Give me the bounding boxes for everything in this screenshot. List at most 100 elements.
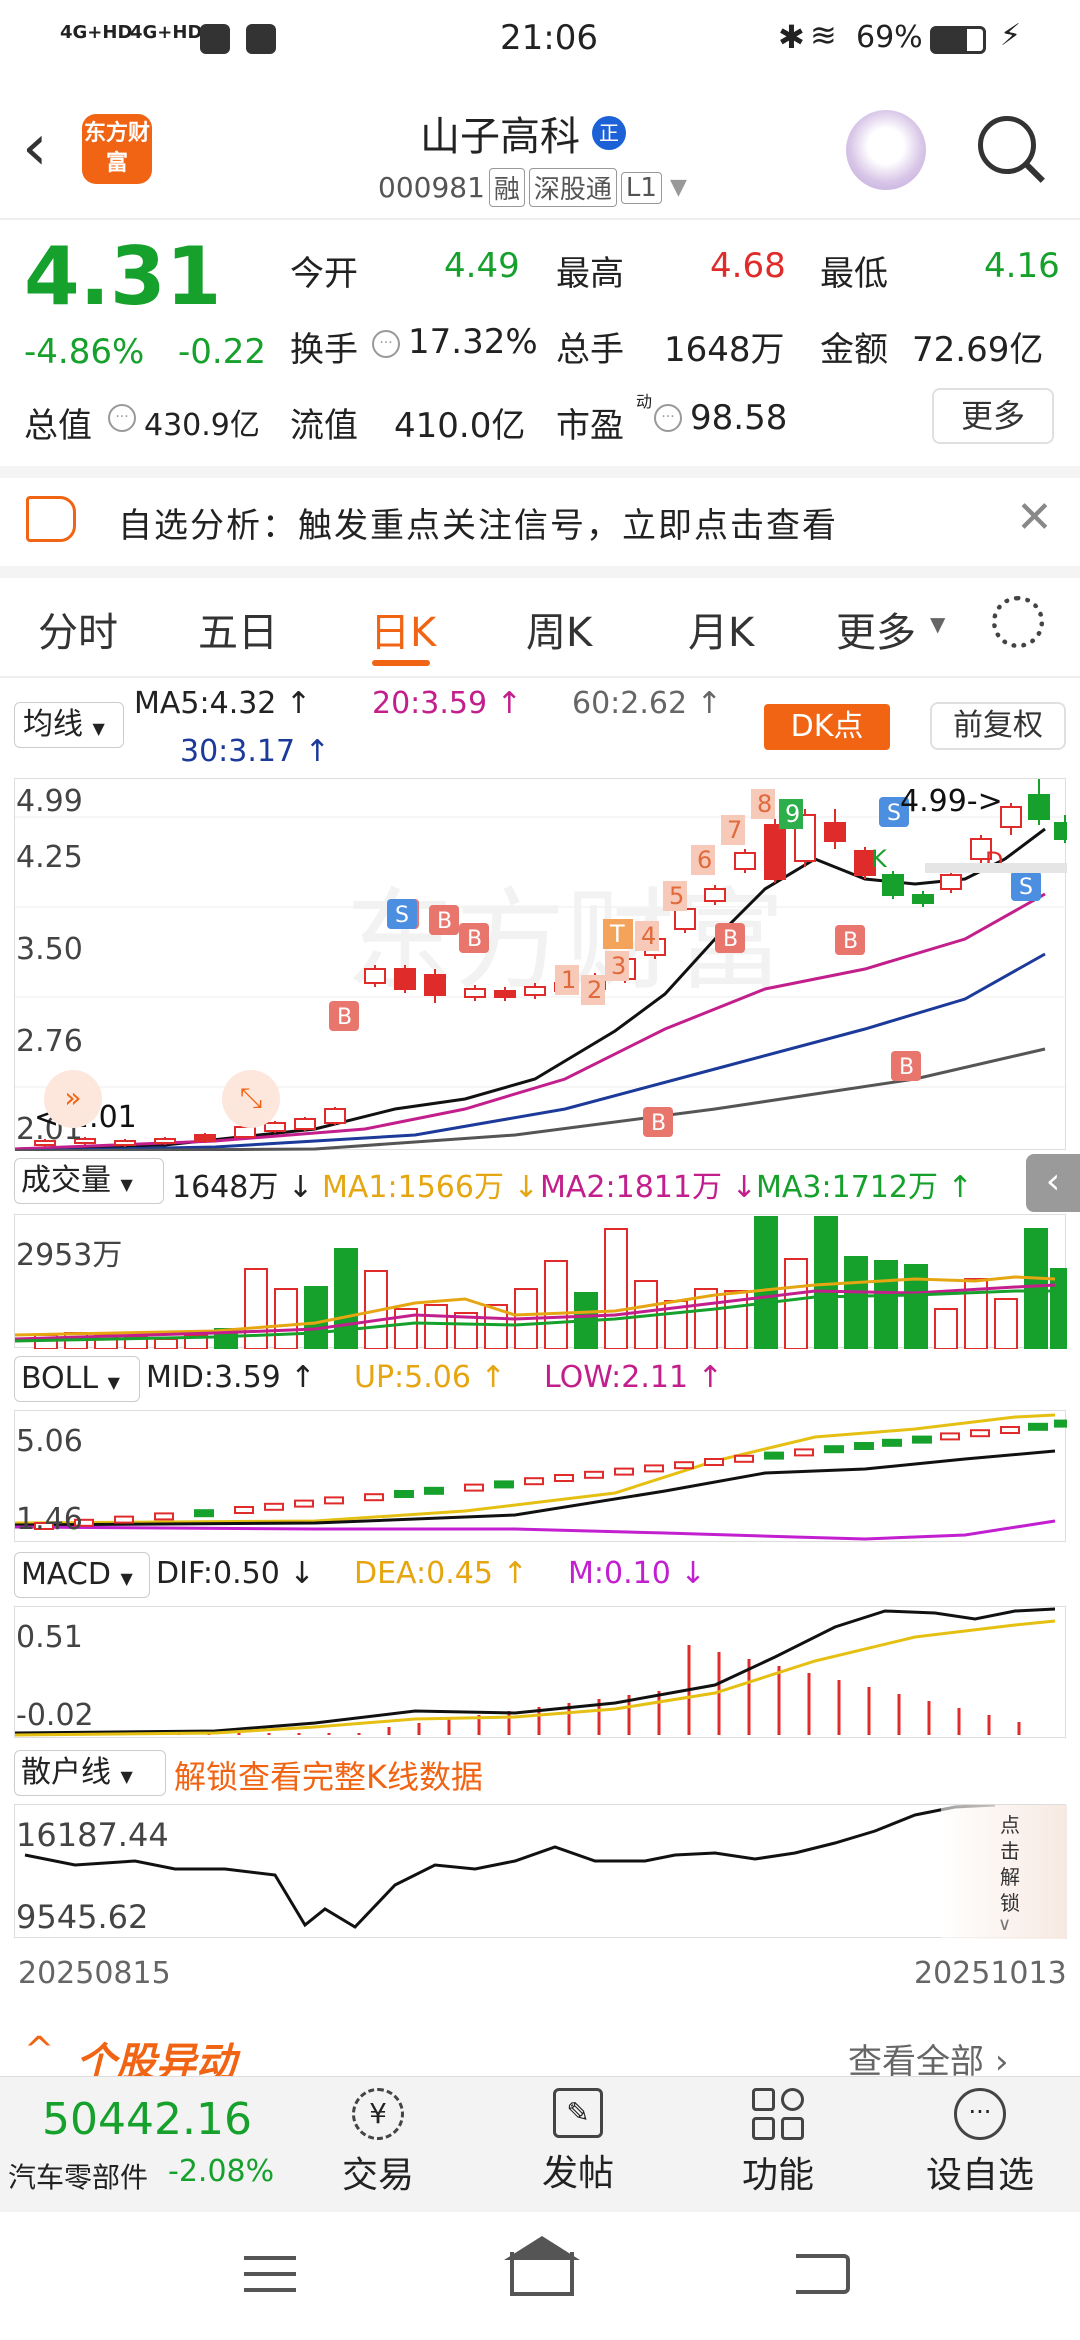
boll-candle [854, 1442, 874, 1450]
buy-marker [715, 923, 745, 953]
retail-unlock-link[interactable]: 解锁查看完整K线数据 [174, 1758, 483, 1796]
retail-chart[interactable] [14, 1803, 1067, 1939]
macd-svg [14, 1607, 1056, 1737]
double-arrow-icon[interactable]: » [44, 1070, 102, 1128]
sell-marker [879, 797, 909, 827]
view-all-link[interactable]: 查看全部 › [848, 2034, 1008, 2083]
close-icon[interactable]: ✕ [1016, 492, 1053, 543]
notice-text[interactable]: 自选分析：触发重点关注信号，立即点击查看 [118, 506, 838, 546]
boll-candle [394, 1490, 414, 1498]
boll-y-bottom: 1.46 [16, 1502, 83, 1537]
candle [294, 1118, 316, 1130]
retail-side-unlock-text[interactable]: 点击解锁 [1000, 1813, 1020, 1915]
candle [854, 850, 876, 876]
tab-more[interactable]: 更多 [836, 610, 916, 656]
candle [1028, 794, 1050, 820]
index-value[interactable]: 50442.16 [42, 2094, 252, 2145]
macd-y-top: 0.51 [16, 1620, 83, 1655]
volume-bar [994, 1298, 1018, 1350]
retail-y-top: 16187.44 [16, 1816, 169, 1854]
svg-text:S: S [1019, 875, 1033, 900]
volume-chart[interactable] [14, 1214, 1074, 1350]
watchlist-button[interactable]: ··· 设自选 [910, 2088, 1050, 2198]
open-label: 今开 [290, 254, 358, 294]
info-icon[interactable]: ··· [108, 404, 136, 432]
adjust-button[interactable]: 前复权 [930, 702, 1066, 750]
boll-candle [324, 1496, 344, 1505]
volume-bar [784, 1258, 808, 1350]
retail-svg [24, 1803, 996, 1929]
volume-bar [154, 1338, 178, 1350]
boll-candle [1054, 1419, 1074, 1428]
gear-icon[interactable] [992, 596, 1044, 648]
buy-marker [643, 1107, 673, 1137]
trade-label: 交易 [341, 2155, 414, 2196]
network-indicator-2: 4G+HD [130, 22, 203, 43]
boll-candle [34, 1522, 54, 1530]
dropdown-icon: ▼ [930, 612, 946, 636]
search-icon[interactable] [978, 116, 1036, 174]
tab-intraday[interactable]: 分时 [38, 610, 118, 656]
app-logo[interactable]: 东方财富 [82, 114, 152, 184]
collapse-panel-icon[interactable]: ‹ [1026, 1154, 1080, 1212]
boll-chart[interactable] [14, 1410, 1074, 1542]
stock-name: 山子高科 [420, 114, 580, 160]
dropdown-icon[interactable]: ▼ [669, 175, 687, 200]
boll-candle [912, 1435, 932, 1444]
low-label: 最低 [820, 254, 888, 294]
retail-y-bottom: 9545.62 [16, 1898, 149, 1936]
trade-button[interactable]: ¥ 交易 [328, 2088, 428, 2198]
retail-side-unlock[interactable] [941, 1805, 1067, 1939]
tab-weekly-k[interactable]: 周K [526, 610, 593, 656]
volume-selector[interactable]: 成交量 ▼ [14, 1158, 164, 1204]
status-bar: 4G+HD 4G+HD 21:06 ✱ ≋ 69% ⚡ [0, 0, 1080, 80]
svg-text:S: S [395, 903, 409, 928]
boll-mid: MID:3.59 ↑ [146, 1360, 316, 1395]
ma-selector[interactable]: 均线 ▼ [14, 702, 124, 748]
info-icon[interactable]: ··· [372, 330, 400, 358]
dk-button[interactable]: DK点 [764, 704, 890, 750]
boll-candle [464, 1483, 484, 1492]
candle [824, 822, 846, 842]
kline-chart[interactable]: 东方财富 B B B B S B B B S B S 1 2 3 T 4 5 6… [14, 778, 1076, 1153]
macd-chart[interactable] [14, 1606, 1066, 1738]
svg-text:T: T [609, 920, 625, 948]
func-button[interactable]: 功能 [728, 2088, 828, 2198]
chevron-right-icon: › [994, 2042, 1009, 2082]
candle [234, 1126, 256, 1138]
svg-text:2: 2 [587, 976, 602, 1004]
macd-dea: DEA:0.45 ↑ [354, 1556, 528, 1591]
svg-text:B: B [437, 909, 452, 934]
max-price-label: 4.99-> [900, 784, 1003, 819]
mktcap-label: 总值 [24, 406, 92, 446]
tab-five-day[interactable]: 五日 [198, 610, 278, 656]
volume-bar [334, 1248, 358, 1350]
boll-candle [424, 1486, 444, 1495]
volume-bar [934, 1308, 958, 1350]
back-icon[interactable]: ‹ [22, 111, 48, 185]
info-icon[interactable]: ··· [654, 404, 682, 432]
macd-selector[interactable]: MACD ▼ [14, 1552, 150, 1598]
boll-selector-label: BOLL [21, 1361, 99, 1396]
menu-icon[interactable] [244, 2256, 296, 2292]
tab-daily-k[interactable]: 日K [370, 610, 437, 656]
buy-marker [329, 1001, 359, 1031]
post-button[interactable]: ✎ 发帖 [528, 2088, 628, 2198]
retail-selector-label: 散户线 [21, 1755, 111, 1790]
y-tick-2: 4.25 [16, 840, 83, 875]
buy-marker [891, 1051, 921, 1081]
boll-candle [494, 1480, 514, 1489]
back-nav-icon[interactable] [796, 2254, 850, 2294]
active-tab-underline [372, 660, 430, 666]
more-button[interactable]: 更多 [932, 388, 1054, 444]
robot-assistant-icon[interactable] [846, 110, 926, 190]
tab-monthly-k[interactable]: 月K [688, 610, 755, 656]
zoom-icon[interactable]: ⤡ [222, 1070, 280, 1128]
boll-selector[interactable]: BOLL ▼ [14, 1356, 140, 1402]
ma60-line [14, 1047, 1046, 1153]
ma5-value: MA5:4.32 ↑ [134, 686, 312, 721]
candle [74, 1138, 96, 1144]
retail-selector[interactable]: 散户线 ▼ [14, 1750, 166, 1796]
home-icon[interactable] [510, 2252, 574, 2296]
volume-y-tick: 2953万 [16, 1238, 123, 1273]
